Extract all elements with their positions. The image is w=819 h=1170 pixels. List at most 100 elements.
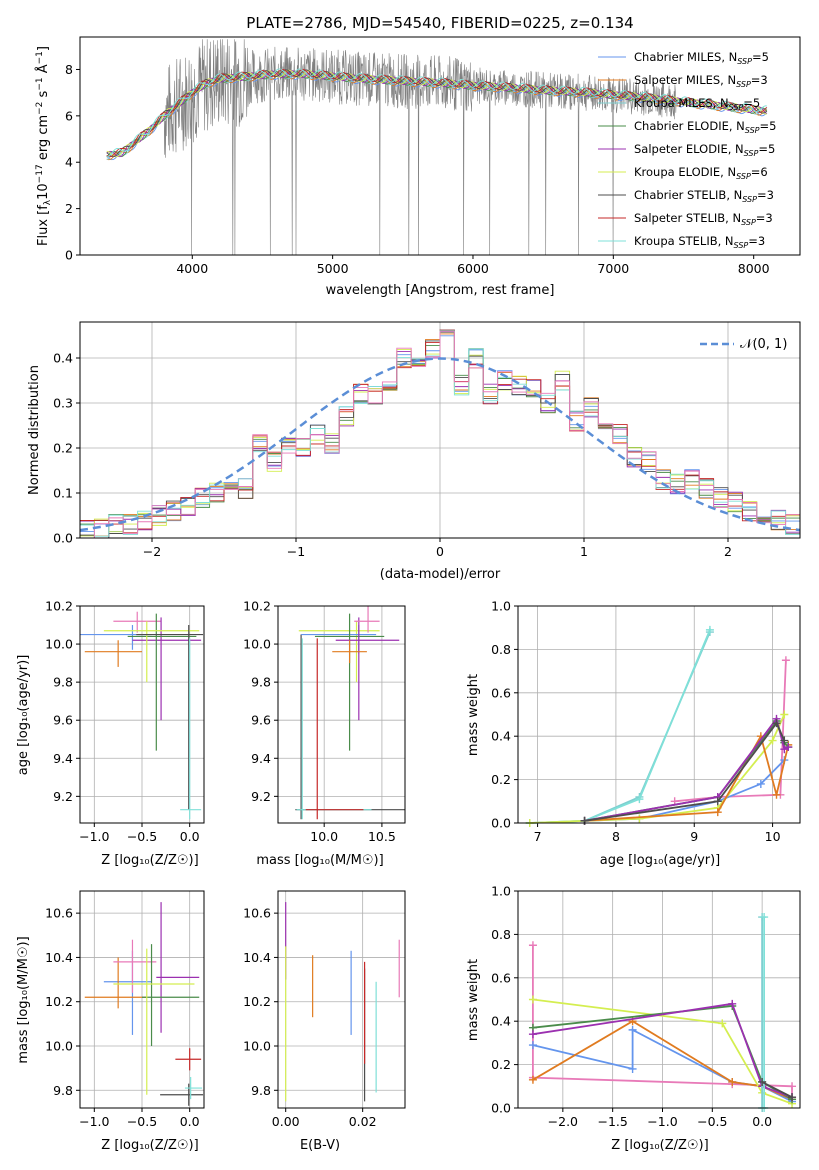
- spectrum-ytick-label: 0: [65, 248, 73, 263]
- spectrum-data-line: [163, 39, 677, 256]
- age-vs-z-panel: −1.0 −0.5 0.0 9.2 9.4 9.6 9.8 10.0 10.2: [45, 599, 205, 844]
- weight-vs-age-ytick-label: 0.0: [491, 816, 511, 831]
- spectrum-xtick-label: 7000: [597, 261, 629, 276]
- age-vs-mass-ytick-label: 10.2: [243, 599, 271, 614]
- weight-vs-age-ytick-label: 0.2: [491, 772, 511, 787]
- age-vs-z-frame: [79, 605, 205, 824]
- weight-vs-age-point-marker: [713, 797, 722, 806]
- histogram-ytick-label: 0.2: [53, 441, 73, 456]
- weight-vs-z-point-marker: [788, 1093, 797, 1102]
- histogram-legend-label: 𝒩(0, 1): [740, 337, 787, 352]
- spectrum-legend-label: Salpeter ELODIE, NSSP=5: [634, 142, 775, 158]
- histogram-xtick-label: 0: [436, 544, 444, 559]
- age-vs-z-xtick-label: −1.0: [79, 829, 109, 844]
- age-vs-z-xtick-label: −0.5: [127, 829, 157, 844]
- age-vs-mass-x-label: mass [log₁₀(M/M☉)]: [256, 853, 383, 868]
- weight-vs-age-point-marker: [772, 719, 781, 728]
- weight-vs-age-xtick-label: 7: [534, 829, 542, 844]
- weight-vs-age-frame: [517, 605, 801, 824]
- weight-vs-age-x-label: age [log₁₀(age/yr)]: [600, 853, 721, 868]
- weight-vs-z-point-marker: [528, 1030, 537, 1039]
- mass-vs-ebv-ytick-label: 10.6: [243, 906, 271, 921]
- weight-vs-z-ytick-label: 0.0: [491, 1101, 511, 1116]
- mass-vs-ebv-xtick-label: 0.02: [349, 1114, 377, 1129]
- mass-vs-ebv-ytick-label: 9.8: [251, 1083, 271, 1098]
- age-vs-mass-panel: 10.0 10.5 9.2 9.4 9.6 9.8 10.0 10.2: [243, 599, 406, 844]
- age-vs-mass-xtick-label: 10.5: [368, 829, 396, 844]
- mass-vs-ebv-x-label: E(B-V): [300, 1138, 340, 1153]
- weight-vs-z-ytick-label: 0.8: [491, 927, 511, 942]
- weight-vs-age-point-marker: [780, 736, 789, 745]
- weight-vs-age-ytick-label: 0.4: [491, 729, 511, 744]
- mass-vs-z-panel: −1.0 −0.5 0.0 9.8 10.0 10.2 10.4 10.6: [45, 890, 205, 1129]
- weight-vs-z-ytick-label: 0.6: [491, 970, 511, 985]
- mass-vs-ebv-frame: [277, 890, 406, 1109]
- histogram-ytick-label: 0.3: [53, 396, 73, 411]
- weight-vs-z-panel: −2.0 −1.5 −1.0 −0.5 0.0 0.0 0.2 0.4 0.6 0.8 1.0: [491, 884, 801, 1129]
- spectrum-legend-label: Salpeter MILES, NSSP=3: [634, 73, 768, 89]
- histogram-ytick-label: 0.1: [53, 486, 73, 501]
- mass-vs-z-ytick-label: 10.0: [45, 1039, 73, 1054]
- age-vs-mass-ytick-label: 10.0: [243, 637, 271, 652]
- weight-vs-age-ytick-label: 0.8: [491, 642, 511, 657]
- spectrum-legend-label: Chabrier MILES, NSSP=5: [634, 50, 769, 66]
- mass-vs-ebv-ytick-label: 10.0: [243, 1039, 271, 1054]
- histogram-panel: −2 −1 0 1 2 0.0 0.1 0.2 0.3 0.4 𝒩(0, 1): [53, 321, 801, 559]
- histogram-ytick-label: 0.4: [53, 351, 73, 366]
- weight-vs-z-xtick-label: 0.0: [752, 1114, 772, 1129]
- spectrum-legend-label: Kroupa STELIB, NSSP=3: [634, 234, 765, 250]
- spectrum-ytick-label: 4: [65, 155, 73, 170]
- age-vs-z-xtick-label: 0.0: [180, 829, 200, 844]
- spectrum-model-line: [106, 69, 768, 158]
- histogram-frame: [79, 321, 801, 539]
- weight-vs-age-point-marker: [713, 808, 722, 817]
- age-vs-mass-ytick-label: 9.2: [251, 789, 271, 804]
- age-vs-z-ytick-label: 10.0: [45, 637, 73, 652]
- age-vs-z-ytick-label: 9.2: [53, 789, 73, 804]
- weight-vs-age-xtick-label: 9: [690, 829, 698, 844]
- weight-vs-z-point-marker: [528, 995, 537, 1004]
- weight-vs-z-point-marker: [528, 1041, 537, 1050]
- mass-vs-z-y-label: mass [log₁₀(M/M☉)]: [16, 936, 31, 1063]
- spectrum-model-line: [106, 68, 768, 158]
- weight-vs-z-series-line: [761, 1081, 793, 1099]
- weight-vs-age-point-marker: [705, 625, 714, 634]
- histogram-y-label: Normed distribution: [27, 365, 42, 495]
- spectrum-model-line: [106, 68, 767, 158]
- mass-vs-ebv-ytick-label: 10.2: [243, 994, 271, 1009]
- mass-vs-z-xtick-label: 0.0: [180, 1114, 200, 1129]
- histogram-xtick-label: 1: [580, 544, 588, 559]
- weight-vs-z-xtick-label: −1.0: [647, 1114, 677, 1129]
- weight-vs-z-point-marker: [718, 1019, 727, 1028]
- age-vs-mass-ytick-label: 9.4: [251, 751, 271, 766]
- weight-vs-z-point-marker: [760, 913, 769, 922]
- mass-vs-ebv-panel: 0.00 0.02 9.8 10.0 10.2 10.4 10.6: [243, 890, 406, 1129]
- age-vs-z-ytick-label: 9.4: [53, 751, 73, 766]
- weight-vs-age-series-line: [674, 660, 787, 803]
- age-vs-mass-xtick-label: 10.0: [310, 829, 338, 844]
- mass-vs-ebv-ytick-label: 10.4: [243, 950, 271, 965]
- weight-vs-age-point-marker: [780, 710, 789, 719]
- spectrum-legend-label: Chabrier STELIB, NSSP=3: [634, 188, 774, 204]
- weight-vs-age-panel: 7 8 9 10 0.0 0.2 0.4 0.6 0.8 1.0: [491, 599, 801, 844]
- weight-vs-age-y-label: mass weight: [466, 674, 481, 756]
- weight-vs-z-point-marker: [728, 999, 737, 1008]
- weight-vs-z-point-marker: [758, 1077, 767, 1086]
- mass-vs-z-ytick-label: 10.6: [45, 906, 73, 921]
- age-vs-mass-frame: [277, 605, 406, 824]
- spectrum-xtick-label: 6000: [457, 261, 489, 276]
- normal-curve-line: [79, 357, 801, 532]
- weight-vs-z-series-line: [532, 1002, 793, 1099]
- spectrum-ytick-label: 2: [65, 201, 73, 216]
- weight-vs-age-point-marker: [756, 779, 765, 788]
- spectrum-legend-label: Kroupa MILES, NSSP=5: [634, 96, 760, 112]
- weight-vs-age-xtick-label: 10: [765, 829, 781, 844]
- weight-vs-age-ytick-label: 1.0: [491, 599, 511, 614]
- figure-title: PLATE=2786, MJD=54540, FIBERID=0225, z=0…: [246, 14, 633, 32]
- histogram-x-label: (data-model)/error: [380, 567, 501, 582]
- spectrum-xtick-label: 4000: [176, 261, 208, 276]
- spectrum-y-label: Flux [fλ10−17 erg cm−2 s−1 Å−1]: [35, 46, 53, 246]
- weight-vs-z-xtick-label: −1.5: [597, 1114, 627, 1129]
- weight-vs-age-point-marker: [781, 656, 790, 665]
- age-vs-z-x-label: Z [log₁₀(Z/Z☉)]: [101, 853, 198, 868]
